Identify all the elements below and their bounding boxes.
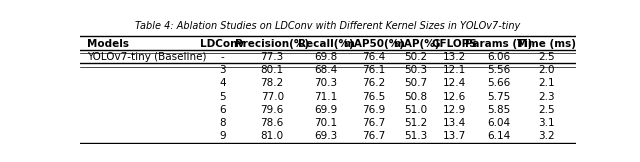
Text: 12.4: 12.4 <box>443 78 466 88</box>
Text: 13.2: 13.2 <box>443 52 466 62</box>
Text: Recall(%): Recall(%) <box>298 39 353 49</box>
Text: mAP50(%): mAP50(%) <box>344 39 404 49</box>
Text: 9: 9 <box>220 131 226 141</box>
Text: 51.2: 51.2 <box>404 118 428 128</box>
Text: 80.1: 80.1 <box>260 65 284 75</box>
Text: 6.04: 6.04 <box>488 118 511 128</box>
Text: 79.6: 79.6 <box>260 105 284 115</box>
Text: 2.0: 2.0 <box>538 65 554 75</box>
Text: 68.4: 68.4 <box>314 65 337 75</box>
Text: 51.3: 51.3 <box>404 131 428 141</box>
Text: 69.9: 69.9 <box>314 105 337 115</box>
Text: 12.6: 12.6 <box>443 92 466 102</box>
Text: 13.7: 13.7 <box>443 131 466 141</box>
Text: 76.7: 76.7 <box>362 118 385 128</box>
Text: GFLOPS: GFLOPS <box>431 39 477 49</box>
Text: 6.14: 6.14 <box>488 131 511 141</box>
Text: 70.3: 70.3 <box>314 78 337 88</box>
Text: 77.0: 77.0 <box>260 92 284 102</box>
Text: 5.56: 5.56 <box>488 65 511 75</box>
Text: Models: Models <box>88 39 129 49</box>
Text: 3.2: 3.2 <box>538 131 554 141</box>
Text: 76.2: 76.2 <box>362 78 385 88</box>
Text: 76.4: 76.4 <box>362 52 385 62</box>
Text: 5: 5 <box>220 92 226 102</box>
Text: 50.2: 50.2 <box>404 52 428 62</box>
Text: -: - <box>221 52 225 62</box>
Text: 50.3: 50.3 <box>404 65 428 75</box>
Text: 50.8: 50.8 <box>404 92 428 102</box>
Text: Params (M): Params (M) <box>465 39 532 49</box>
Text: 12.1: 12.1 <box>443 65 466 75</box>
Text: 78.2: 78.2 <box>260 78 284 88</box>
Text: 5.85: 5.85 <box>488 105 511 115</box>
Text: LDConv: LDConv <box>200 39 244 49</box>
Text: 3.1: 3.1 <box>538 118 554 128</box>
Text: 4: 4 <box>220 78 226 88</box>
Text: Time (ms): Time (ms) <box>516 39 576 49</box>
Text: 13.4: 13.4 <box>443 118 466 128</box>
Text: 6: 6 <box>220 105 226 115</box>
Text: 81.0: 81.0 <box>260 131 284 141</box>
Text: 70.1: 70.1 <box>314 118 337 128</box>
Text: 69.3: 69.3 <box>314 131 337 141</box>
Text: 77.3: 77.3 <box>260 52 284 62</box>
Text: 51.0: 51.0 <box>404 105 428 115</box>
Text: 2.5: 2.5 <box>538 52 554 62</box>
Text: 71.1: 71.1 <box>314 92 337 102</box>
Text: 8: 8 <box>220 118 226 128</box>
Text: 76.1: 76.1 <box>362 65 385 75</box>
Text: 2.5: 2.5 <box>538 105 554 115</box>
Text: Precision(%): Precision(%) <box>235 39 309 49</box>
Text: mAP(%): mAP(%) <box>393 39 439 49</box>
Text: 76.7: 76.7 <box>362 131 385 141</box>
Text: YOLOv7-tiny (Baseline): YOLOv7-tiny (Baseline) <box>88 52 207 62</box>
Text: 76.5: 76.5 <box>362 92 385 102</box>
Text: 76.9: 76.9 <box>362 105 385 115</box>
Text: 5.75: 5.75 <box>488 92 511 102</box>
Text: 69.8: 69.8 <box>314 52 337 62</box>
Text: 2.1: 2.1 <box>538 78 554 88</box>
Text: 2.3: 2.3 <box>538 92 554 102</box>
Text: 50.7: 50.7 <box>404 78 428 88</box>
Text: 5.66: 5.66 <box>488 78 511 88</box>
Text: 6.06: 6.06 <box>488 52 511 62</box>
Text: 12.9: 12.9 <box>443 105 466 115</box>
Text: Table 4: Ablation Studies on LDConv with Different Kernel Sizes in YOLOv7-tiny: Table 4: Ablation Studies on LDConv with… <box>136 21 520 31</box>
Text: 3: 3 <box>220 65 226 75</box>
Text: 78.6: 78.6 <box>260 118 284 128</box>
